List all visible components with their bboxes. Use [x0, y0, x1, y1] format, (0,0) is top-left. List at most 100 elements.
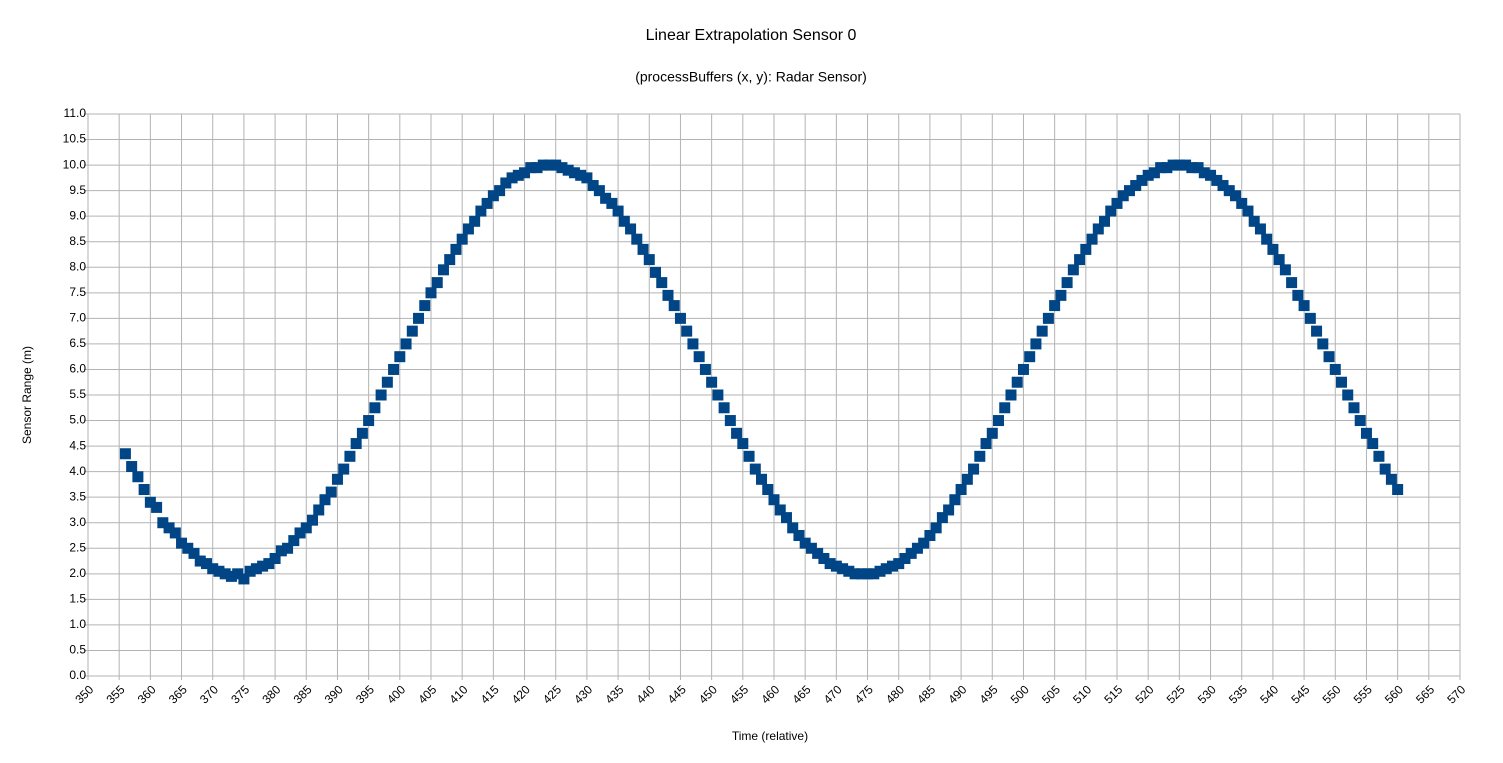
- data-point: [1348, 402, 1360, 414]
- data-point: [300, 522, 312, 534]
- x-tick-label: 565: [1413, 682, 1437, 706]
- x-tick-label: 360: [135, 682, 159, 706]
- data-point: [1074, 254, 1086, 266]
- y-tick-label: 6.5: [69, 336, 86, 350]
- x-tick-label: 530: [1195, 682, 1219, 706]
- data-point: [618, 215, 630, 227]
- x-tick-label: 460: [758, 682, 782, 706]
- chart-title: Linear Extrapolation Sensor 0: [646, 27, 857, 44]
- data-point: [1242, 205, 1254, 217]
- x-tick-label: 535: [1226, 682, 1250, 706]
- data-point: [1123, 185, 1135, 197]
- data-point: [581, 172, 593, 184]
- data-point: [531, 162, 543, 174]
- data-point: [855, 568, 867, 580]
- data-point: [188, 547, 200, 559]
- data-point: [1379, 463, 1391, 475]
- data-point: [144, 496, 156, 508]
- x-tick-label: 455: [727, 682, 751, 706]
- data-point: [1111, 197, 1123, 209]
- y-tick-label: 8.0: [69, 259, 86, 273]
- data-point: [556, 162, 568, 174]
- data-point: [911, 542, 923, 554]
- data-point: [543, 159, 555, 171]
- data-point: [693, 351, 705, 363]
- x-tick-label: 355: [103, 682, 127, 706]
- data-point: [163, 522, 175, 534]
- x-tick-label: 570: [1444, 682, 1468, 706]
- data-point: [1155, 162, 1167, 174]
- data-point: [1211, 174, 1223, 186]
- data-point: [812, 547, 824, 559]
- data-point: [525, 162, 537, 174]
- data-point: [949, 494, 961, 506]
- data-point: [843, 565, 855, 577]
- data-point: [1186, 162, 1198, 174]
- y-tick-label: 4.0: [69, 464, 86, 478]
- x-tick-label: 405: [415, 682, 439, 706]
- data-point: [119, 448, 131, 460]
- x-tick-label: 490: [945, 682, 969, 706]
- data-point: [1267, 243, 1279, 255]
- data-point: [1142, 169, 1154, 181]
- data-point: [182, 542, 194, 554]
- data-point: [980, 438, 992, 450]
- data-point: [1354, 415, 1366, 427]
- data-point: [1229, 190, 1241, 202]
- data-point: [1161, 162, 1173, 174]
- y-tick-label: 7.0: [69, 311, 86, 325]
- data-point: [650, 266, 662, 278]
- data-point: [469, 215, 481, 227]
- data-point: [363, 415, 375, 427]
- data-point: [475, 205, 487, 217]
- x-tick-label: 500: [1008, 682, 1032, 706]
- x-tick-label: 550: [1320, 682, 1344, 706]
- data-point: [918, 537, 930, 549]
- data-point: [930, 522, 942, 534]
- data-point: [737, 438, 749, 450]
- data-point: [668, 300, 680, 312]
- y-tick-label: 7.5: [69, 285, 86, 299]
- data-point: [1148, 167, 1160, 179]
- x-tick-label: 505: [1039, 682, 1063, 706]
- data-point: [712, 389, 724, 401]
- data-point: [319, 494, 331, 506]
- data-point: [805, 542, 817, 554]
- x-tick-label: 435: [602, 682, 626, 706]
- data-point: [1323, 351, 1335, 363]
- data-point: [718, 402, 730, 414]
- data-point: [1273, 254, 1285, 266]
- data-point: [1130, 180, 1142, 192]
- data-point: [1292, 289, 1304, 301]
- data-point: [294, 527, 306, 539]
- data-point: [743, 450, 755, 462]
- x-tick-label: 445: [665, 682, 689, 706]
- data-point: [213, 565, 225, 577]
- data-point: [749, 463, 761, 475]
- data-point: [406, 325, 418, 337]
- data-point: [687, 338, 699, 350]
- data-point: [837, 563, 849, 575]
- data-point: [381, 376, 393, 388]
- data-point: [1092, 223, 1104, 235]
- data-point: [780, 512, 792, 524]
- x-tick-label: 525: [1164, 682, 1188, 706]
- data-point: [762, 484, 774, 496]
- data-point: [600, 192, 612, 204]
- data-point: [250, 563, 262, 575]
- data-point: [1099, 215, 1111, 227]
- data-point: [1342, 389, 1354, 401]
- data-point: [637, 243, 649, 255]
- data-point: [232, 568, 244, 580]
- x-tick-label: 390: [322, 682, 346, 706]
- data-point: [450, 243, 462, 255]
- x-tick-label: 350: [72, 682, 96, 706]
- y-tick-label: 5.5: [69, 387, 86, 401]
- y-tick-label: 3.0: [69, 515, 86, 529]
- data-point: [263, 558, 275, 570]
- data-point: [893, 558, 905, 570]
- data-point: [793, 530, 805, 541]
- x-tick-label: 395: [353, 682, 377, 706]
- y-tick-label: 1.5: [69, 592, 86, 606]
- data-point: [1217, 180, 1229, 192]
